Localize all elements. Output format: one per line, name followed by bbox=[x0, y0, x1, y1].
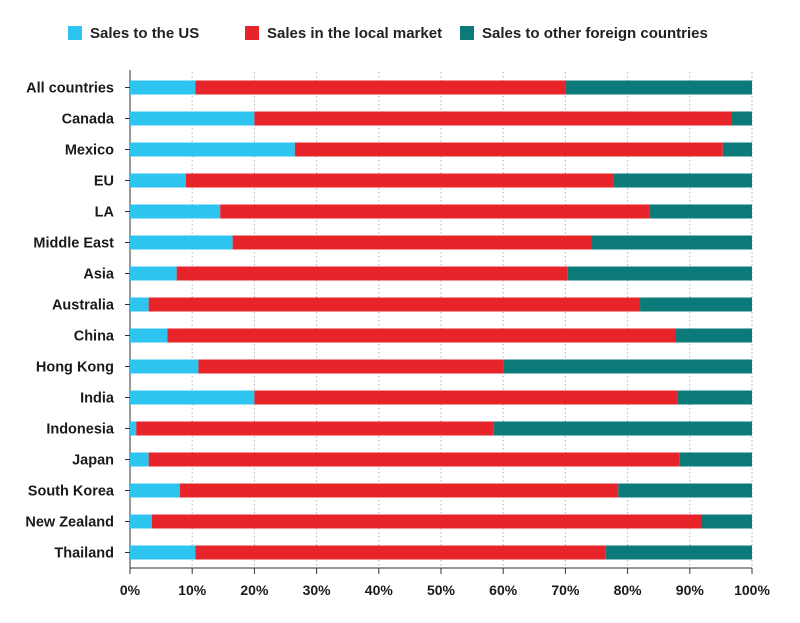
bar-segment bbox=[195, 545, 606, 560]
x-tick-label: 80% bbox=[614, 582, 643, 598]
category-label: Thailand bbox=[54, 546, 114, 562]
category-label: Mexico bbox=[65, 143, 114, 159]
bar-segment bbox=[220, 204, 650, 219]
legend-item-sales-local: Sales in the local market bbox=[245, 23, 442, 43]
bar-segment bbox=[130, 204, 221, 219]
bar-segment bbox=[605, 545, 752, 560]
legend-label-sales-local: Sales in the local market bbox=[267, 24, 443, 42]
bar-segment bbox=[565, 80, 752, 95]
bar-segment bbox=[130, 80, 196, 95]
bar-segment bbox=[232, 235, 592, 250]
bar-segment bbox=[679, 452, 752, 467]
category-label: India bbox=[80, 391, 115, 407]
category-label: EU bbox=[94, 174, 114, 190]
bar-segment bbox=[130, 514, 152, 529]
bar-segment bbox=[167, 328, 676, 343]
bar-segment bbox=[731, 111, 752, 126]
legend-swatch-sales-local bbox=[245, 26, 259, 40]
bar-segment bbox=[185, 173, 614, 188]
bar-segment bbox=[151, 514, 701, 529]
category-label: All countries bbox=[26, 81, 114, 97]
x-tick-label: 20% bbox=[240, 582, 269, 598]
x-tick-label: 0% bbox=[120, 582, 141, 598]
bar-segment bbox=[136, 421, 494, 436]
x-tick-label: 40% bbox=[365, 582, 394, 598]
bar-segment bbox=[254, 390, 678, 405]
legend-swatch-sales-other bbox=[460, 26, 474, 40]
bar-segment bbox=[130, 545, 196, 560]
legend-item-sales-us: Sales to the US bbox=[68, 23, 199, 43]
bar-segment bbox=[649, 204, 752, 219]
bar-segment bbox=[148, 297, 641, 312]
bar-segment bbox=[130, 266, 177, 281]
bar-segment bbox=[179, 483, 619, 498]
x-tick-label: 70% bbox=[551, 582, 580, 598]
category-label: Canada bbox=[62, 112, 115, 128]
bar-segment bbox=[130, 328, 168, 343]
category-label: Asia bbox=[83, 267, 115, 283]
category-label: China bbox=[74, 329, 115, 345]
bar-segment bbox=[130, 111, 255, 126]
bar-segment bbox=[130, 142, 295, 157]
x-tick-label: 50% bbox=[427, 582, 456, 598]
x-tick-label: 30% bbox=[303, 582, 332, 598]
category-label: Middle East bbox=[33, 236, 114, 252]
category-label: South Korea bbox=[28, 484, 115, 500]
bar-segment bbox=[722, 142, 752, 157]
bar-segment bbox=[130, 297, 149, 312]
x-tick-label: 10% bbox=[178, 582, 207, 598]
legend-label-sales-other: Sales to other foreign countries bbox=[482, 24, 708, 42]
bar-segment bbox=[195, 80, 566, 95]
bar-segment bbox=[254, 111, 732, 126]
bar-segment bbox=[640, 297, 752, 312]
bar-segment bbox=[130, 235, 233, 250]
bar-segment bbox=[176, 266, 568, 281]
bar-segment bbox=[130, 452, 149, 467]
bar-segment bbox=[613, 173, 752, 188]
bar-segment bbox=[493, 421, 752, 436]
bar-segment bbox=[677, 390, 752, 405]
bar-segment bbox=[567, 266, 752, 281]
legend-swatch-sales-us bbox=[68, 26, 82, 40]
bar-segment bbox=[130, 359, 199, 374]
bar-segment bbox=[294, 142, 723, 157]
bar-segment bbox=[591, 235, 752, 250]
bar-segment bbox=[198, 359, 504, 374]
bar-segment bbox=[503, 359, 752, 374]
bar-segment bbox=[148, 452, 680, 467]
legend-item-sales-other: Sales to other foreign countries bbox=[460, 23, 708, 43]
bar-segment bbox=[700, 514, 752, 529]
x-tick-label: 90% bbox=[676, 582, 705, 598]
bar-segment bbox=[130, 421, 137, 436]
bar-segment bbox=[130, 483, 180, 498]
bar-segment bbox=[675, 328, 752, 343]
bar-segment bbox=[618, 483, 752, 498]
x-tick-label: 100% bbox=[734, 582, 770, 598]
legend-label-sales-us: Sales to the US bbox=[90, 24, 200, 42]
category-label: New Zealand bbox=[25, 515, 114, 531]
category-label: Australia bbox=[52, 298, 115, 314]
category-label: LA bbox=[95, 205, 115, 221]
bar-segment bbox=[130, 390, 255, 405]
category-label: Japan bbox=[72, 453, 114, 469]
x-tick-label: 60% bbox=[489, 582, 518, 598]
bar-segment bbox=[130, 173, 186, 188]
category-label: Hong Kong bbox=[36, 360, 114, 376]
category-label: Indonesia bbox=[46, 422, 115, 438]
